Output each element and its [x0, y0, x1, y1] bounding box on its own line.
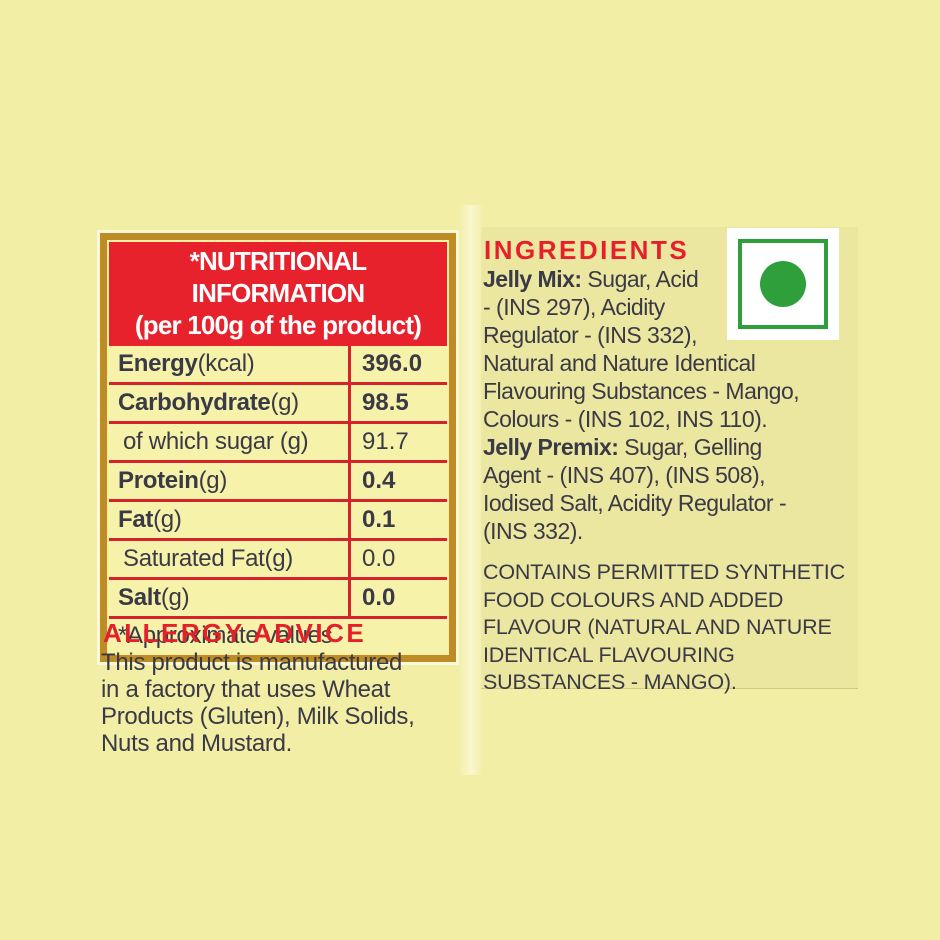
nutrient-value: 0.1 [348, 502, 447, 538]
nutrient-value: 0.0 [348, 541, 447, 577]
ingredient-line: Jelly Premix: Sugar, Gelling [483, 434, 762, 460]
nutrient-label: Saturated Fat(g) [123, 545, 293, 572]
allergy-advice-heading: ALLERGY ADVICE [103, 618, 367, 648]
ingredient-line: Agent - (INS 407), (INS 508), [483, 462, 766, 488]
nutrient-label: Carbohydrate (g) [118, 389, 299, 416]
allergy-advice-text: This product is manufactured in a factor… [101, 649, 415, 757]
allergy-line: Nuts and Mustard. [101, 730, 292, 757]
panel-fold-strip [458, 205, 484, 775]
ingredient-line: (INS 332). [483, 518, 583, 544]
table-row: Saturated Fat(g) 0.0 [109, 541, 447, 580]
nutrient-value: 0.0 [348, 580, 447, 616]
nutrient-label: Fat (g) [118, 506, 182, 533]
ingredients-heading: INGREDIENTS [484, 235, 690, 265]
table-row: Protein (g) 0.4 [109, 463, 447, 502]
nutrient-label: of which sugar (g) [123, 428, 309, 455]
nutrition-header-line2: (per 100g of the product) [134, 310, 422, 340]
ingredient-line: Flavouring Substances - Mango, [483, 378, 800, 404]
ingredient-line: Regulator - (INS 332), [483, 322, 697, 348]
nutrient-value: 98.5 [348, 385, 447, 421]
ingredient-line: Colours - (INS 102, INS 110). [483, 406, 768, 432]
approximate-values-note: *Approximate values [118, 622, 333, 649]
nutrient-label: Energy (kcal) [118, 350, 255, 377]
nutrition-header-line1: *NUTRITIONAL INFORMATION [189, 246, 368, 308]
contains-line: FOOD COLOURS AND ADDED [483, 587, 784, 612]
table-row: Fat (g) 0.1 [109, 502, 447, 541]
nutrient-value: 91.7 [348, 424, 447, 460]
table-row: Carbohydrate (g) 98.5 [109, 385, 447, 424]
allergy-line: Products (Gluten), Milk Solids, [101, 703, 415, 730]
contains-line: CONTAINS PERMITTED SYNTHETIC [483, 560, 845, 584]
ingredient-line: - (INS 297), Acidity [483, 294, 665, 320]
ingredient-line: Iodised Salt, Acidity Regulator - [483, 490, 787, 516]
contains-statement: CONTAINS PERMITTED SYNTHETIC FOOD COLOUR… [483, 559, 845, 697]
allergy-line: This product is manufactured [101, 649, 403, 676]
nutrition-table-header: *NUTRITIONAL INFORMATION (per 100g of th… [109, 242, 447, 346]
nutrient-label: Salt (g) [118, 584, 190, 611]
table-row: Energy (kcal) 396.0 [109, 346, 447, 385]
contains-line: FLAVOUR (NATURAL AND NATURE [483, 615, 832, 639]
veg-mark-border [738, 239, 828, 329]
nutrition-table: *NUTRITIONAL INFORMATION (per 100g of th… [100, 233, 456, 662]
ingredients-text: Jelly Mix: Sugar, Acid - (INS 297), Acid… [483, 265, 845, 697]
allergy-line: in a factory that uses Wheat [101, 676, 391, 703]
ingredient-line: Jelly Mix: Sugar, Acid [483, 266, 699, 292]
veg-mark-icon [727, 228, 839, 340]
nutrient-value: 396.0 [348, 346, 447, 382]
ingredient-line: Natural and Nature Identical [483, 350, 756, 376]
contains-line: IDENTICAL FLAVOURING [483, 642, 735, 667]
nutrient-value: 0.4 [348, 463, 447, 499]
contains-line: SUBSTANCES - MANGO). [483, 670, 737, 694]
table-row: of which sugar (g) 91.7 [109, 424, 447, 463]
veg-mark-green-dot [760, 261, 806, 307]
table-row: Salt (g) 0.0 [109, 580, 447, 619]
nutrient-label: Protein (g) [118, 467, 228, 494]
